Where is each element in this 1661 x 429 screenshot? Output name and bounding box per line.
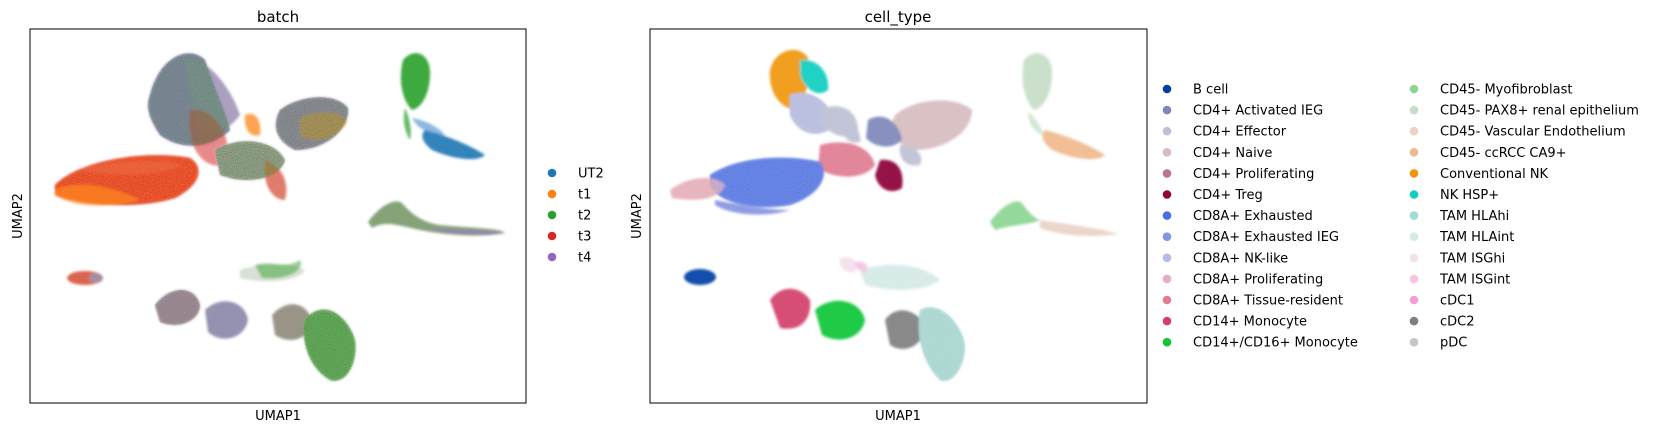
cell-type-y-axis-label: UMAP2 [630, 193, 645, 239]
legend-label: t1 [578, 188, 591, 203]
legend-marker [547, 231, 557, 241]
legend-marker [1162, 148, 1172, 157]
cell-type-x-axis-label: UMAP1 [875, 409, 921, 424]
legend-label: TAM ISGint [1439, 272, 1510, 287]
legend-label: CD8A+ Exhausted IEG [1193, 230, 1339, 245]
legend-marker [1409, 316, 1419, 326]
legend-marker [1409, 211, 1419, 220]
legend-label: cDC1 [1440, 294, 1475, 309]
legend-label: CD8A+ Proliferating [1193, 272, 1323, 287]
legend-label: TAM ISGhi [1439, 251, 1505, 266]
panel-batch: batch [11, 8, 604, 424]
legend-marker [1409, 190, 1419, 199]
batch-legend: UT2 t1 t2 t3 t4 [547, 167, 604, 266]
legend-label: TAM HLAint [1439, 230, 1514, 245]
cell-type-point-clouds [670, 49, 1118, 381]
legend-label: CD45- PAX8+ renal epithelium [1440, 104, 1639, 119]
legend-marker [1162, 190, 1172, 199]
batch-axes-frame [29, 28, 527, 404]
batch-point-clouds [55, 53, 505, 381]
cell-type-legend: B cell CD4+ Activated IEG CD4+ Effector CD4… [1162, 83, 1639, 351]
legend-marker [1162, 316, 1172, 326]
legend-marker [1162, 84, 1172, 94]
batch-y-axis-label: UMAP2 [11, 193, 26, 239]
legend-marker [1162, 295, 1172, 305]
legend-marker [1409, 232, 1419, 241]
legend-marker [547, 252, 557, 262]
legend-label: pDC [1440, 336, 1467, 351]
legend-label: CD4+ Treg [1193, 188, 1263, 203]
legend-label: t4 [578, 251, 591, 266]
batch-x-axis-label: UMAP1 [255, 409, 301, 424]
legend-marker [1409, 274, 1419, 284]
legend-marker [1409, 148, 1419, 157]
legend-label: TAM HLAhi [1439, 209, 1509, 224]
legend-label: CD8A+ Exhausted [1193, 209, 1313, 224]
legend-label: t3 [578, 230, 591, 245]
legend-label: CD45- ccRCC CA9+ [1440, 146, 1567, 161]
legend-label: cDC2 [1440, 315, 1475, 330]
legend-label: CD45- Myofibroblast [1440, 83, 1572, 98]
legend-marker [1162, 211, 1172, 220]
legend-marker [1162, 105, 1172, 115]
legend-label: CD14+/CD16+ Monocyte [1193, 336, 1358, 351]
legend-marker [1409, 295, 1419, 305]
legend-marker [1162, 274, 1172, 284]
legend-marker [1409, 253, 1419, 263]
legend-marker [1162, 126, 1172, 136]
legend-label: NK HSP+ [1440, 188, 1499, 203]
legend-marker [1162, 232, 1172, 241]
legend-marker [1409, 105, 1419, 115]
legend-marker [547, 210, 557, 220]
legend-label: CD8A+ Tissue-resident [1193, 294, 1343, 309]
legend-label: CD4+ Proliferating [1193, 167, 1314, 182]
legend-marker [1409, 337, 1419, 347]
legend-label: CD45- Vascular Endothelium [1440, 125, 1626, 140]
legend-label: UT2 [578, 167, 604, 182]
legend-marker [1162, 337, 1172, 347]
legend-label: CD4+ Naive [1193, 146, 1272, 161]
legend-marker [1409, 126, 1419, 136]
legend-label: t2 [578, 209, 591, 224]
panel-cell-type: cell_type [630, 8, 1639, 424]
legend-marker [547, 189, 557, 199]
legend-label: B cell [1193, 83, 1228, 98]
legend-label: CD8A+ NK-like [1193, 251, 1288, 266]
legend-label: CD14+ Monocyte [1193, 315, 1307, 330]
legend-marker [1162, 253, 1172, 263]
legend-marker [1409, 84, 1419, 94]
legend-marker [1162, 169, 1172, 178]
legend-label: CD4+ Effector [1193, 125, 1287, 140]
legend-marker [547, 168, 557, 178]
cell-type-axes-frame [649, 28, 1148, 404]
panel-cell-type-title: cell_type [865, 8, 932, 27]
legend-label: Conventional NK [1440, 167, 1549, 182]
legend-marker [1409, 169, 1419, 178]
panel-batch-title: batch [257, 8, 299, 26]
legend-label: CD4+ Activated IEG [1193, 104, 1323, 119]
